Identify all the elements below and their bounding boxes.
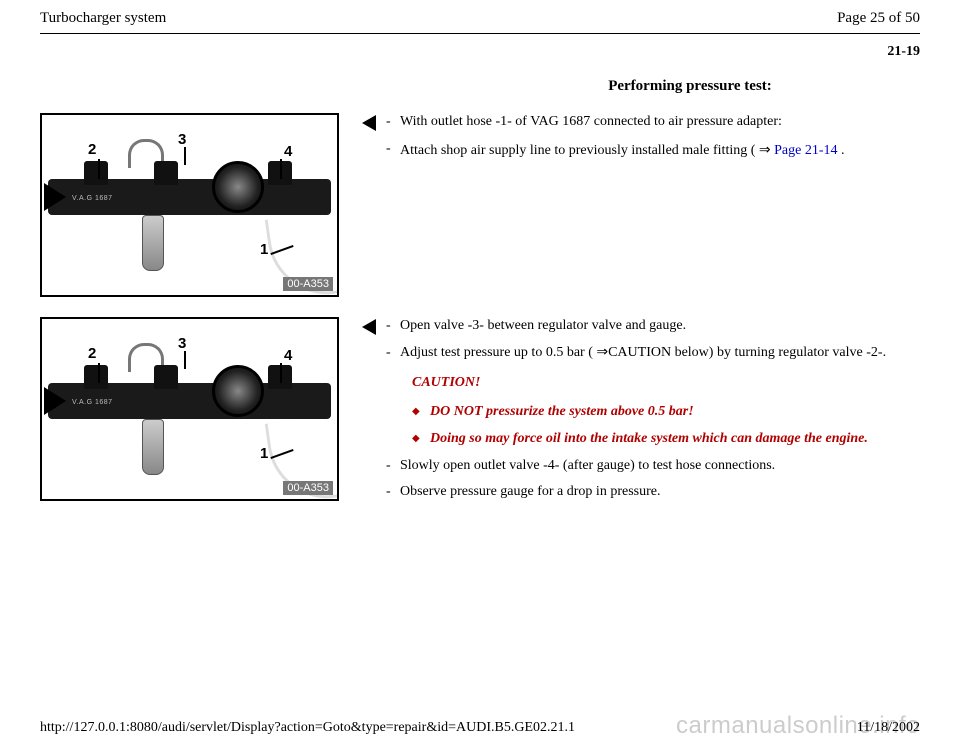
dash-icon: -	[386, 344, 400, 363]
step-2: - Attach shop air supply line to previou…	[386, 140, 920, 161]
caution-item-2: Doing so may force oil into the intake s…	[412, 430, 920, 449]
content-block-2: V.A.G 1687 2 3 4 1 00-A353 - Open valve …	[40, 317, 920, 510]
callout-3: 3	[178, 335, 186, 352]
callout-3: 3	[178, 131, 186, 148]
callout-4: 4	[284, 143, 292, 160]
page-ref-link[interactable]: Page 21-14	[774, 143, 837, 158]
diamond-icon	[412, 430, 430, 449]
step-text-post: .	[838, 143, 845, 158]
figure-2-box: V.A.G 1687 2 3 4 1 00-A353	[40, 317, 339, 501]
callout-2: 2	[88, 345, 96, 362]
dash-icon: -	[386, 483, 400, 502]
step-1: - With outlet hose -1- of VAG 1687 conne…	[386, 113, 920, 132]
step-text-pre: Attach shop air supply line to previousl…	[400, 143, 759, 158]
pointer-icon	[362, 319, 376, 335]
page-footer: http://127.0.0.1:8080/audi/servlet/Displ…	[0, 720, 960, 736]
page-of: Page 25 of 50	[837, 10, 920, 27]
caution-item-1: DO NOT pressurize the system above 0.5 b…	[412, 403, 920, 422]
step-text: Observe pressure gauge for a drop in pre…	[400, 483, 660, 502]
page-header: Turbocharger system Page 25 of 50	[40, 10, 920, 27]
step-text: Slowly open outlet valve -4- (after gaug…	[400, 457, 775, 476]
text-block-1: - With outlet hose -1- of VAG 1687 conne…	[362, 113, 920, 297]
figure-2: V.A.G 1687 2 3 4 1 00-A353	[40, 317, 340, 510]
pointer-icon	[362, 115, 376, 131]
page-number: 21-19	[40, 44, 920, 60]
step-text: With outlet hose -1- of VAG 1687 connect…	[400, 113, 782, 132]
section-title: Performing pressure test:	[460, 78, 920, 95]
figure-badge: 00-A353	[283, 277, 333, 291]
step-4: - Adjust test pressure up to 0.5 bar ( ⇒…	[386, 344, 920, 363]
step-3: - Open valve -3- between regulator valve…	[386, 317, 920, 336]
footer-date: 11/18/2002	[857, 720, 920, 736]
caution-text: DO NOT pressurize the system above 0.5 b…	[430, 403, 694, 422]
figure-1: V.A.G 1687 2 3 4 1 00-A353	[40, 113, 340, 297]
step-text: Open valve -3- between regulator valve a…	[400, 317, 686, 336]
caution-text: Doing so may force oil into the intake s…	[430, 430, 868, 449]
header-rule	[40, 33, 920, 34]
callout-4: 4	[284, 347, 292, 364]
dash-icon: -	[386, 113, 400, 132]
content-block-1: V.A.G 1687 2 3 4 1 00-A353 - With outlet…	[40, 113, 920, 297]
step-5: - Slowly open outlet valve -4- (after ga…	[386, 457, 920, 476]
figure-tag: V.A.G 1687	[72, 195, 113, 202]
diamond-icon	[412, 403, 430, 422]
dash-icon: -	[386, 457, 400, 476]
step-text: Attach shop air supply line to previousl…	[400, 140, 845, 161]
dash-icon: -	[386, 317, 400, 336]
doc-title: Turbocharger system	[40, 10, 166, 27]
caution-heading: CAUTION!	[412, 375, 920, 391]
callout-2: 2	[88, 141, 96, 158]
step-text: Adjust test pressure up to 0.5 bar ( ⇒CA…	[400, 344, 886, 363]
footer-url: http://127.0.0.1:8080/audi/servlet/Displ…	[40, 720, 575, 736]
text-block-2: - Open valve -3- between regulator valve…	[362, 317, 920, 510]
callout-1: 1	[260, 241, 268, 258]
step-6: - Observe pressure gauge for a drop in p…	[386, 483, 920, 502]
callout-1: 1	[260, 445, 268, 462]
figure-tag: V.A.G 1687	[72, 399, 113, 406]
dash-icon: -	[386, 140, 400, 161]
figure-1-box: V.A.G 1687 2 3 4 1 00-A353	[40, 113, 339, 297]
figure-badge: 00-A353	[283, 481, 333, 495]
